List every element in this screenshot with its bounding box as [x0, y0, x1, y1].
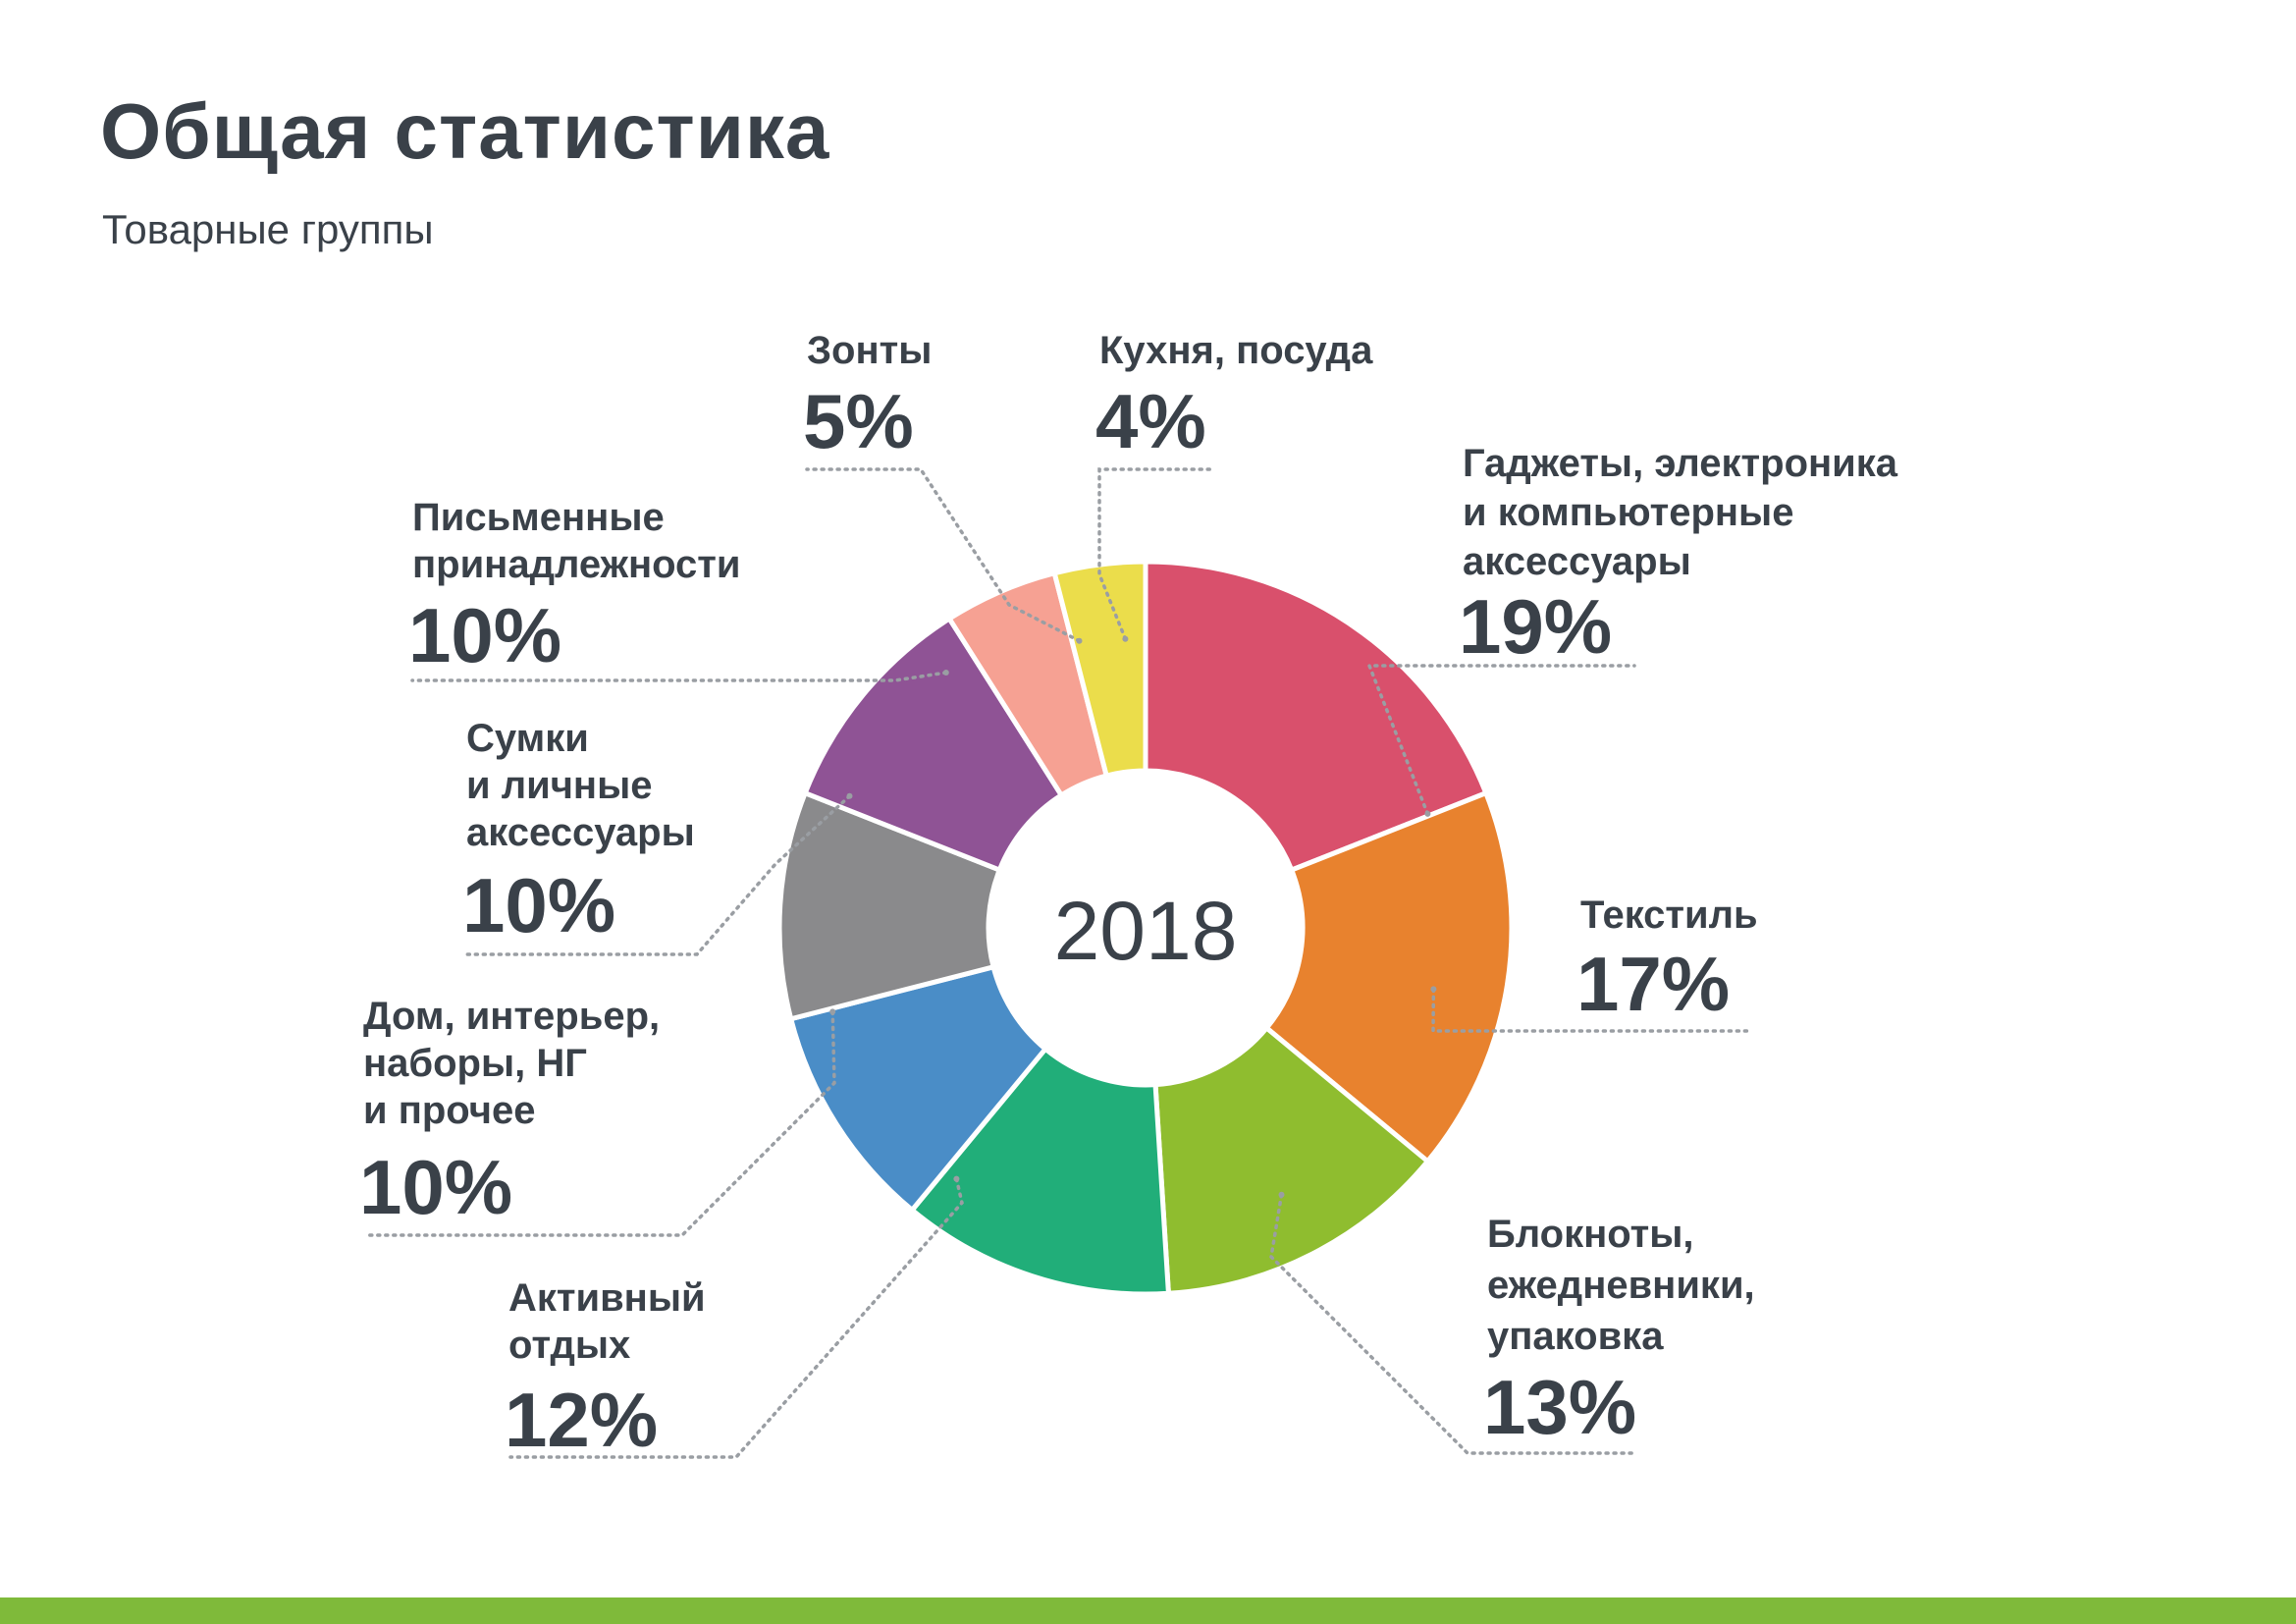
donut-slices	[776, 559, 1515, 1297]
slice-value-label-6: 10%	[408, 592, 561, 678]
slice-label-4-line-2: и прочее	[363, 1089, 535, 1132]
center-year-label: 2018	[1054, 885, 1238, 977]
slice-label-1-line-0: Текстиль	[1580, 893, 1758, 937]
leader-dot-8	[1122, 635, 1129, 642]
slice-value-label-3: 12%	[505, 1377, 658, 1463]
slice-label-3-line-0: Активный	[508, 1276, 706, 1320]
donut-slice-6	[802, 616, 1064, 873]
slice-label-7-line-0: Зонты	[807, 329, 932, 372]
leader-dot-1	[1430, 986, 1437, 993]
leader-lines	[363, 467, 1754, 1459]
leader-dot-6	[942, 670, 949, 676]
slice-value-label-8: 4%	[1095, 378, 1206, 464]
donut-slice-1	[1263, 790, 1515, 1164]
leader-line-0	[1366, 664, 1636, 816]
slice-value-label-1: 17%	[1576, 941, 1730, 1027]
leader-line-1	[1431, 987, 1754, 1033]
leader-dot-7	[1076, 637, 1083, 644]
slice-label-0-line-0: Гаджеты, электроника	[1463, 442, 1898, 485]
slice-label-5-line-2: аксессуары	[466, 811, 695, 854]
slice-label-4-line-1: наборы, НГ	[363, 1042, 587, 1085]
slice-label-3-line-1: отдых	[508, 1324, 630, 1367]
donut-slice-0	[1143, 559, 1489, 873]
slice-label-8-line-0: Кухня, посуда	[1099, 329, 1373, 372]
slice-value-label-2: 13%	[1483, 1364, 1636, 1450]
leader-dot-4	[829, 1008, 836, 1015]
slice-value-label-4: 10%	[359, 1144, 512, 1230]
leader-dot-2	[1278, 1191, 1285, 1198]
slice-label-4-line-0: Дом, интерьер,	[363, 995, 660, 1038]
leader-line-3	[508, 1176, 964, 1459]
leader-dot-5	[846, 792, 853, 799]
leader-line-2	[1269, 1193, 1636, 1455]
leader-dot-3	[953, 1175, 960, 1182]
leader-line-8	[1097, 467, 1216, 641]
slice-label-6-line-0: Письменные	[412, 496, 665, 539]
slice-labels: Гаджеты, электроника и компьютерные аксесс…	[359, 329, 1898, 1463]
slice-label-5-line-1: и личные	[466, 764, 653, 807]
slice-label-2-line-0: Блокноты,	[1487, 1213, 1694, 1256]
leader-line-6	[410, 671, 948, 682]
slice-label-2-line-2: упаковка	[1487, 1315, 1664, 1358]
leader-line-5	[462, 794, 852, 956]
slice-label-0-line-2: аксессуары	[1463, 540, 1691, 583]
slice-value-label-0: 19%	[1459, 583, 1612, 670]
page-title: Общая статистика	[100, 87, 830, 175]
leader-dot-0	[1424, 810, 1431, 817]
slice-label-5-line-0: Сумки	[466, 717, 589, 760]
slice-label-0-line-1: и компьютерные	[1463, 491, 1793, 534]
slice-label-6-line-1: принадлежности	[412, 543, 740, 586]
leader-line-7	[805, 467, 1082, 643]
donut-slice-4	[788, 964, 1048, 1213]
page-subtitle: Товарные группы	[102, 206, 434, 252]
slice-value-label-5: 10%	[462, 862, 615, 948]
bottom-accent-bar	[0, 1597, 2296, 1624]
slice-value-label-7: 5%	[803, 378, 914, 464]
donut-slice-3	[909, 1046, 1171, 1297]
donut-slice-2	[1152, 1025, 1430, 1296]
donut-slice-8	[1051, 559, 1148, 779]
slice-label-2-line-1: ежедневники,	[1487, 1264, 1755, 1307]
